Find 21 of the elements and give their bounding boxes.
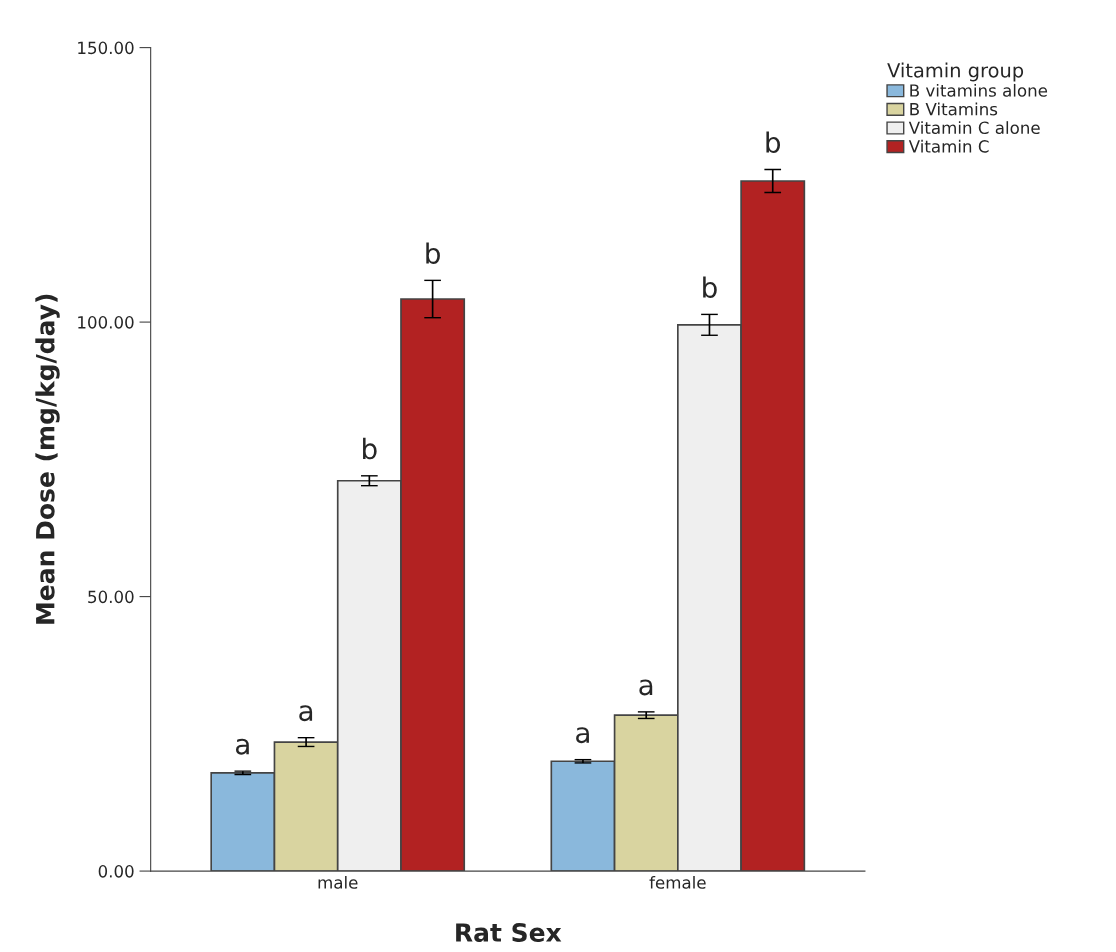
legend-label: B vitamins alone [910, 83, 1048, 97]
y-tick-label: 50.00 [88, 590, 134, 604]
annotation: a [299, 705, 313, 722]
y-tick-label: 0.00 [98, 865, 134, 878]
annotation: b [766, 131, 781, 153]
annotation: b [426, 242, 440, 264]
annotation: a [639, 679, 653, 696]
annotation: a [235, 738, 249, 755]
x-tick-label: male [318, 875, 358, 889]
legend-title: Vitamin group [887, 62, 1024, 82]
x-tick-label: female [649, 875, 706, 889]
legend-label: B Vitamins [910, 102, 998, 116]
y-tick-label: 100.00 [78, 316, 134, 329]
legend-label: Vitamin C [908, 139, 989, 153]
annotation: a [576, 727, 589, 744]
annotation: b [703, 276, 717, 298]
y-axis-title: Mean Dose (mg/kg/day) [35, 294, 60, 624]
annotation: b [363, 437, 377, 460]
x-axis-title: Rat Sex [456, 923, 562, 942]
y-tick-label: 150.00 [78, 41, 134, 55]
legend-label: Vitamin C alone [908, 121, 1040, 135]
